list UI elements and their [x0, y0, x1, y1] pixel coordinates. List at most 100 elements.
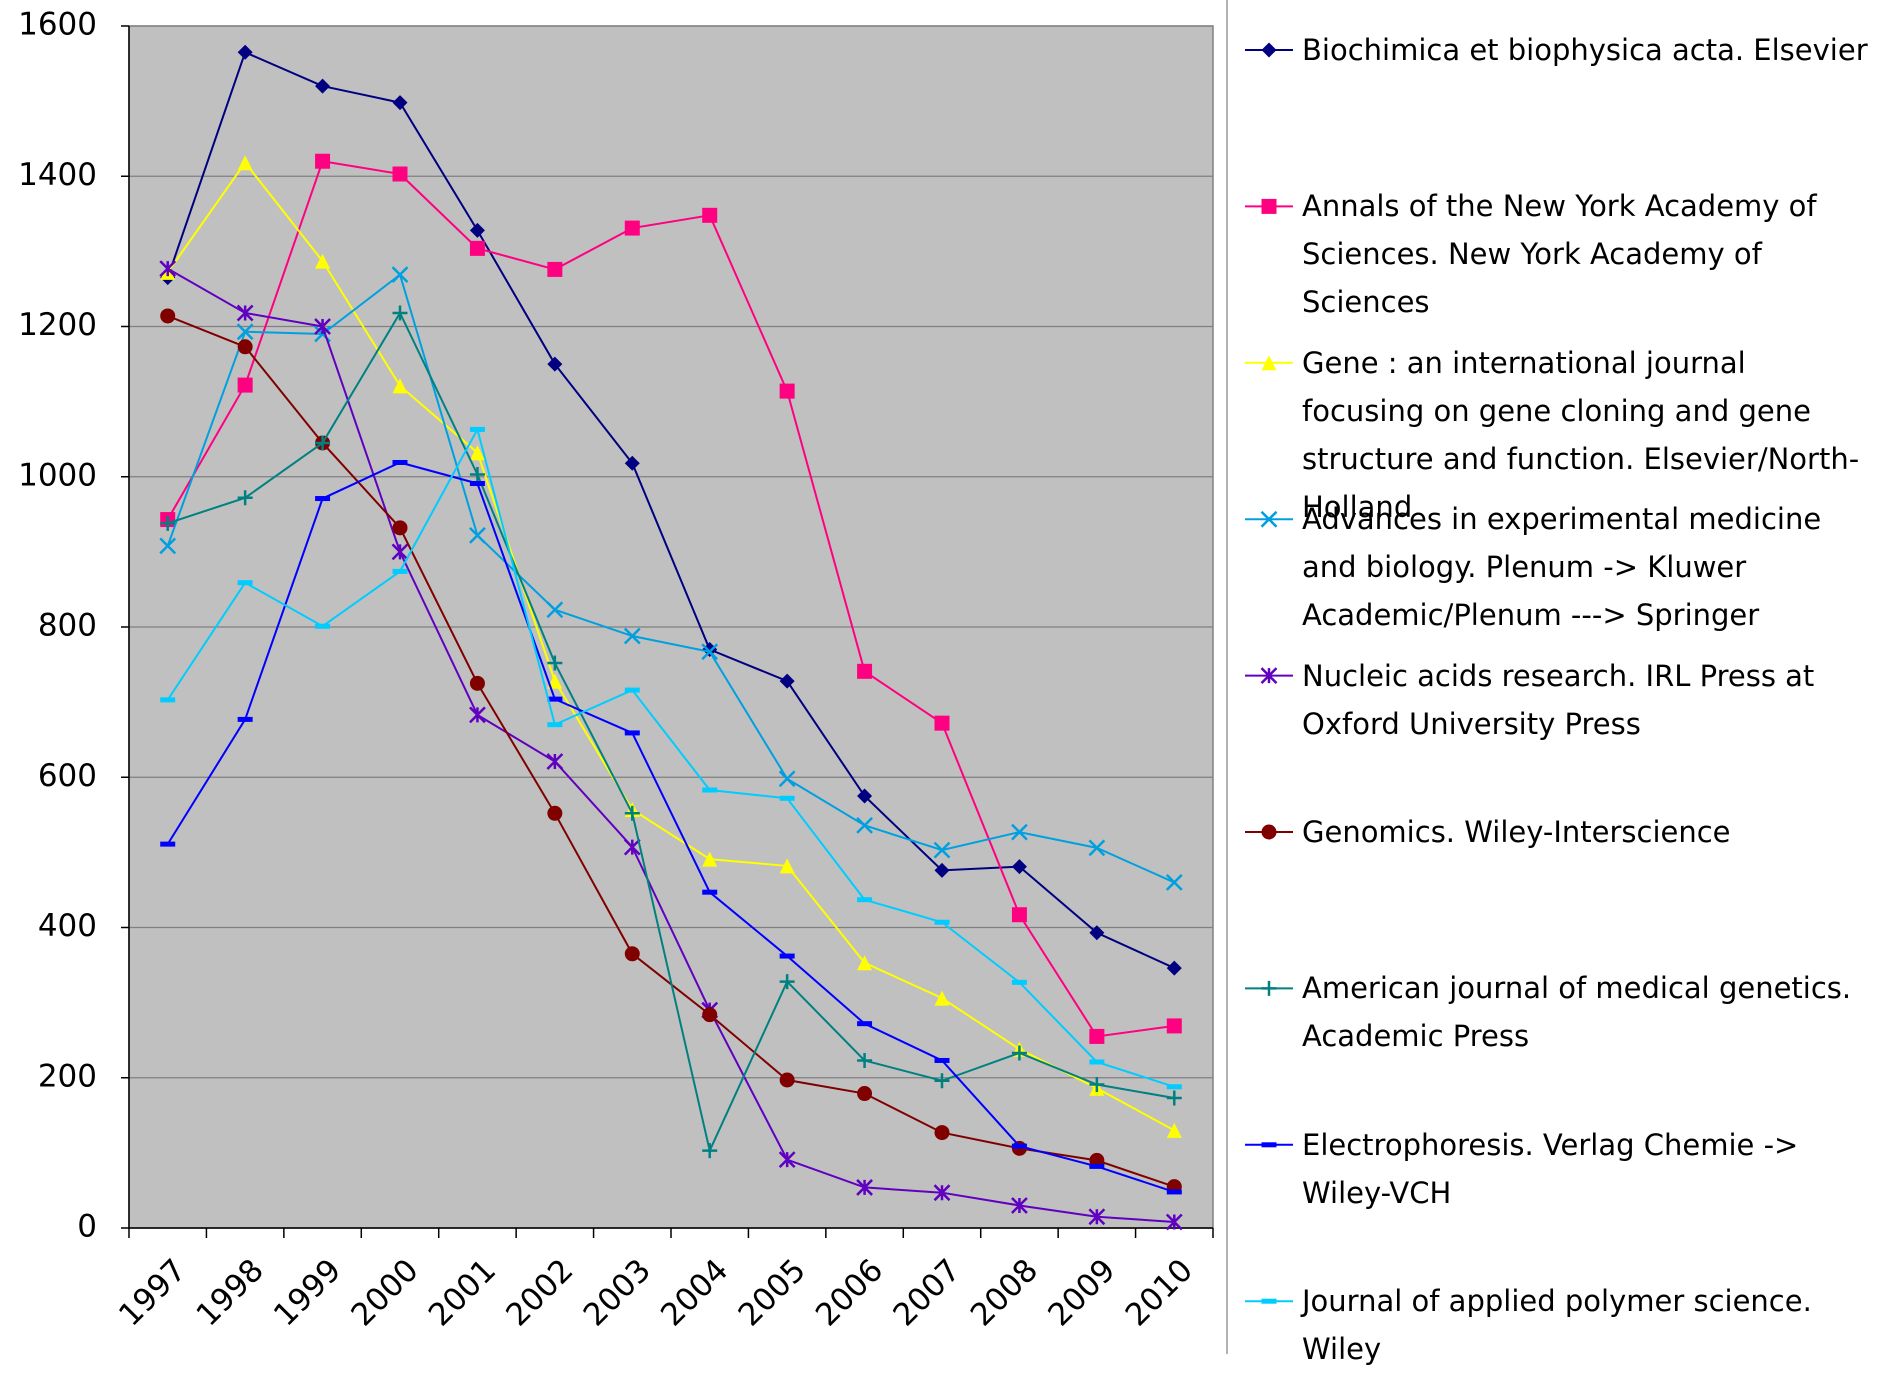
y-tick-label: 400 — [38, 908, 97, 944]
marker — [1089, 1028, 1105, 1044]
marker — [934, 1073, 950, 1089]
marker — [1166, 960, 1182, 976]
marker — [702, 889, 718, 895]
y-tick-label: 1000 — [18, 457, 97, 493]
marker — [702, 207, 718, 223]
marker — [857, 955, 873, 971]
marker — [1011, 1143, 1027, 1149]
marker — [934, 990, 950, 1006]
marker — [1088, 839, 1106, 857]
legend-label: Electrophoresis. Verlag Chemie -> Wiley-… — [1302, 1127, 1799, 1210]
marker — [1166, 1090, 1182, 1106]
marker — [315, 623, 331, 629]
marker — [1261, 198, 1277, 214]
x-tick-label: 2008 — [964, 1252, 1045, 1333]
marker — [547, 696, 563, 702]
marker — [1165, 1213, 1183, 1231]
marker — [1166, 1084, 1182, 1090]
marker — [315, 435, 331, 451]
marker — [702, 1007, 718, 1023]
series-line — [166, 426, 1175, 1088]
marker — [857, 663, 873, 679]
marker — [392, 568, 408, 574]
marker — [546, 601, 564, 619]
series-line — [166, 160, 1175, 1038]
y-tick-label: 200 — [38, 1058, 97, 1094]
marker — [702, 642, 718, 658]
x-tick-label: 2004 — [654, 1252, 735, 1333]
marker — [1261, 42, 1277, 58]
legend-label: Nucleic acids research. IRL Press at Oxf… — [1302, 658, 1815, 741]
marker — [160, 308, 176, 324]
marker — [237, 580, 253, 586]
marker — [624, 455, 640, 471]
marker — [315, 78, 331, 94]
marker — [779, 383, 795, 399]
marker — [1166, 1122, 1182, 1138]
marker — [1011, 823, 1028, 841]
y-tick-label: 0 — [77, 1209, 97, 1245]
legend-label: American journal of medical genetics. Ac… — [1302, 971, 1852, 1054]
marker — [624, 220, 640, 236]
marker — [1261, 1142, 1277, 1148]
marker — [1261, 980, 1277, 996]
marker — [315, 153, 331, 169]
y-tick-label: 800 — [38, 608, 97, 644]
marker — [857, 897, 873, 903]
marker — [469, 222, 485, 238]
marker — [237, 155, 253, 171]
x-tick-label: 1998 — [190, 1252, 271, 1333]
series-line — [167, 310, 1175, 1154]
marker — [391, 266, 409, 284]
y-tick-label: 1200 — [18, 307, 97, 343]
y-tick-label: 600 — [38, 758, 97, 794]
marker — [547, 655, 563, 671]
marker — [778, 770, 796, 788]
marker — [856, 816, 873, 834]
x-tick-label: 2010 — [1119, 1252, 1200, 1333]
marker — [236, 304, 254, 322]
marker — [546, 753, 564, 770]
marker — [1261, 824, 1277, 840]
marker — [1011, 1197, 1028, 1214]
marker — [392, 95, 408, 111]
marker — [1165, 874, 1183, 891]
x-tick-label: 2001 — [422, 1252, 503, 1333]
marker — [933, 1184, 951, 1202]
legend-label: Advances in experimental medicine and bi… — [1302, 502, 1822, 633]
marker — [1011, 907, 1027, 923]
marker — [702, 787, 718, 793]
marker — [547, 805, 563, 821]
marker — [237, 490, 253, 506]
marker — [624, 730, 640, 736]
legend-label: Gene : an international journal focusing… — [1302, 345, 1860, 524]
y-tick-label: 1600 — [18, 7, 97, 43]
marker — [392, 378, 408, 394]
marker — [779, 858, 795, 874]
marker — [1011, 979, 1027, 985]
x-tick-label: 2000 — [344, 1252, 425, 1333]
marker — [159, 537, 177, 555]
legend-label: Journal of applied polymer science. Wile… — [1302, 1284, 1812, 1367]
marker — [623, 838, 641, 856]
marker — [1260, 667, 1278, 684]
marker — [702, 851, 718, 867]
marker — [623, 627, 641, 645]
marker — [1261, 355, 1277, 371]
marker — [237, 377, 253, 393]
marker — [237, 339, 253, 355]
marker — [469, 466, 485, 482]
marker — [392, 305, 408, 321]
marker — [624, 687, 640, 693]
x-tick-label: 2009 — [1041, 1252, 1122, 1333]
marker — [547, 673, 563, 689]
marker — [1089, 1163, 1105, 1169]
marker — [1011, 1045, 1027, 1061]
marker — [857, 1052, 873, 1068]
marker — [392, 520, 408, 536]
marker — [160, 697, 176, 703]
legend-label: Biochimica et biophysica acta. Elsevier — [1302, 33, 1868, 67]
marker — [236, 323, 254, 341]
marker — [392, 166, 408, 182]
